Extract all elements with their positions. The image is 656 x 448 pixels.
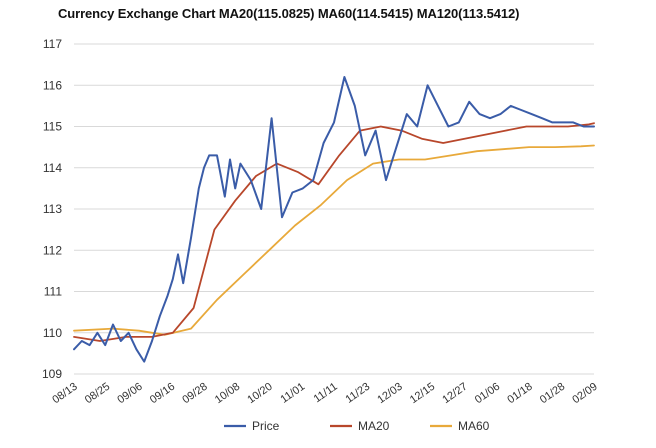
x-tick-label: 11/23	[343, 381, 372, 406]
x-tick-label: 12/27	[440, 381, 469, 407]
y-tick-label: 113	[43, 202, 62, 216]
series-line-price	[73, 76, 595, 363]
y-tick-label: 116	[43, 78, 62, 92]
y-tick-label: 115	[43, 120, 62, 134]
y-tick-label: 111	[44, 285, 63, 299]
series-line-ma20	[73, 122, 595, 342]
y-tick-label: 114	[43, 161, 62, 175]
x-tick-label: 12/15	[408, 381, 437, 407]
grid-layer	[74, 43, 594, 375]
x-tick-label: 09/28	[180, 381, 209, 407]
x-tick-label: 10/20	[245, 381, 274, 407]
x-tick-label: 11/01	[278, 381, 307, 406]
y-tick-label: 110	[43, 326, 62, 340]
y-tick-label: 109	[42, 367, 62, 381]
y-tick-label: 112	[43, 243, 62, 257]
x-axis-labels: 08/13 08/25 09/06 09/16 09/28 10/08 10/20 11/01…	[50, 381, 599, 407]
chart-title: Currency Exchange Chart MA20(115.0825) M…	[58, 6, 520, 21]
x-tick-label: 01/28	[538, 381, 567, 407]
x-tick-label: 09/16	[148, 381, 177, 407]
x-tick-label: 12/03	[375, 381, 404, 407]
x-tick-label: 02/09	[570, 381, 599, 407]
y-tick-label: 117	[43, 37, 62, 51]
x-tick-label: 09/06	[115, 381, 144, 407]
y-axis-labels: 109 110 111 112 113 114 115 116 117	[42, 37, 62, 381]
x-tick-label: 01/18	[505, 381, 534, 407]
series-line-ma60	[73, 144, 595, 336]
x-tick-label: 01/06	[473, 381, 502, 407]
legend-label-price: Price	[252, 419, 280, 433]
legend-label-ma60: MA60	[458, 419, 490, 433]
x-tick-label: 11/11	[312, 381, 340, 406]
x-tick-label: 08/25	[83, 381, 112, 407]
x-tick-label: 08/13	[50, 381, 79, 407]
legend: Price MA20 MA60	[224, 419, 490, 433]
legend-label-ma20: MA20	[358, 419, 390, 433]
x-tick-label: 10/08	[213, 381, 242, 407]
series-layer	[73, 76, 595, 363]
